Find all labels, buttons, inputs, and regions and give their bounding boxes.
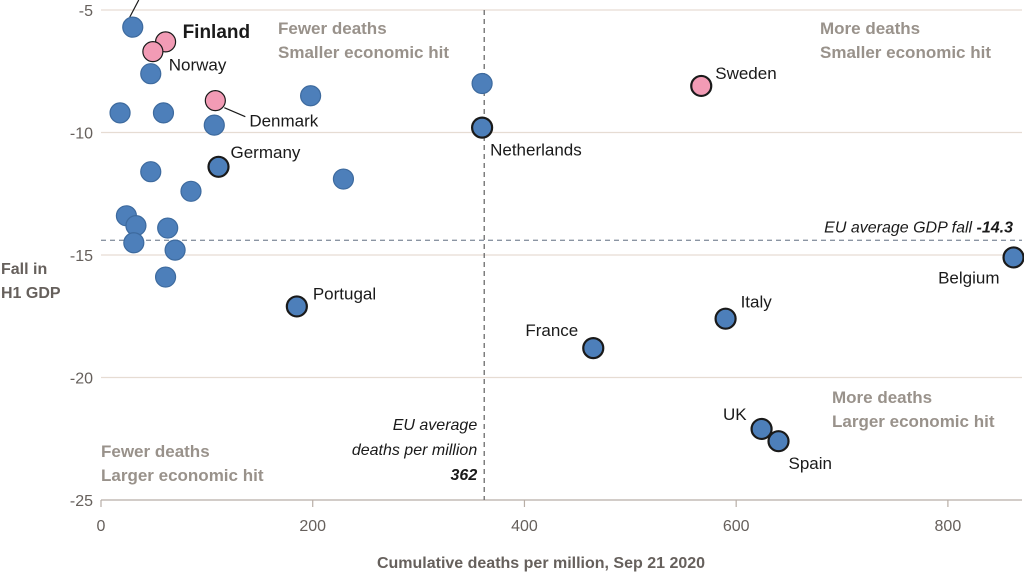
point-label-denmark: Denmark — [249, 112, 318, 131]
point-uk — [750, 417, 773, 441]
data-point — [164, 239, 186, 261]
axes: -5 -10 -15 -20 -250 200 400 600 800 Cumulative de… — [1, 3, 961, 572]
eu-average-gdp-label: EU average GDP fall -14.3 — [824, 219, 1013, 236]
x-axis-title: Cumulative deaths per million, Sep 21 20… — [377, 555, 705, 572]
label-leaders — [129, 0, 246, 118]
gridlines — [101, 9, 1022, 501]
data-point — [142, 41, 164, 63]
y-tick-label: -25 — [70, 493, 93, 510]
x-tick-label: 800 — [935, 518, 962, 535]
point-belgium — [1002, 246, 1024, 269]
eu-average-gdp-value: -14.3 — [977, 219, 1014, 236]
quadrant-label: More deaths — [832, 388, 932, 407]
data-point — [180, 180, 202, 202]
y-tick-label: -15 — [70, 248, 93, 265]
eu-average-deaths-label: deaths per million — [352, 442, 478, 459]
quadrant-label: More deaths — [820, 19, 920, 38]
y-axis-title: H1 GDP — [1, 285, 61, 302]
quadrant-label: Larger economic hit — [101, 466, 264, 485]
quadrant-label: Fewer deaths — [101, 442, 210, 461]
point-denmark — [204, 90, 226, 112]
x-tick-label: 400 — [511, 518, 538, 535]
point-label-italy: Italy — [741, 293, 773, 312]
eu-average-deaths-label: EU average — [393, 417, 478, 434]
offscreen-label-leader-line — [129, 0, 140, 18]
quadrant-label: Fewer deaths — [278, 19, 387, 38]
point-germany — [207, 155, 230, 178]
point-label-sweden: Sweden — [715, 64, 776, 83]
point-label-netherlands: Netherlands — [490, 141, 582, 160]
eu-average-deaths-value: 362 — [451, 467, 478, 484]
point-label-belgium: Belgium — [938, 268, 999, 287]
data-point — [471, 72, 493, 95]
point-label-france: France — [525, 321, 578, 340]
x-tick-label: 600 — [723, 518, 750, 535]
data-point — [203, 114, 225, 136]
point-label-germany: Germany — [231, 143, 301, 162]
y-tick-label: -20 — [70, 371, 93, 388]
point-label-portugal: Portugal — [313, 284, 376, 303]
data-point — [157, 217, 179, 239]
x-tick-label: 0 — [97, 518, 106, 535]
data-point — [300, 85, 322, 107]
data-point — [123, 232, 145, 254]
data-point — [154, 266, 177, 288]
y-axis-title: Fall in — [1, 261, 47, 278]
data-point — [109, 102, 131, 124]
quadrant-label: Larger economic hit — [832, 412, 995, 431]
point-sweden — [690, 74, 713, 98]
data-point — [332, 168, 355, 190]
point-label-uk: UK — [723, 405, 747, 424]
data-points — [109, 16, 1024, 453]
y-tick-label: -5 — [79, 3, 93, 20]
point-france — [582, 337, 605, 360]
eu-average-gdp-text: EU average GDP fall — [824, 219, 976, 236]
y-tick-label: -10 — [70, 126, 93, 143]
denmark-leader-line — [224, 107, 246, 118]
quadrant-label: Smaller economic hit — [278, 43, 449, 62]
point-netherlands — [471, 116, 494, 139]
point-label-spain: Spain — [789, 454, 832, 473]
x-tick-label: 200 — [299, 518, 326, 535]
point-norway — [140, 63, 162, 85]
data-point — [140, 161, 162, 183]
data-point — [122, 16, 144, 38]
point-italy — [714, 307, 737, 330]
point-label-finland: Finland — [183, 22, 251, 43]
quadrant-labels: Fewer deaths Smaller economic hit More dea… — [101, 19, 995, 485]
point-labels: Finland Norway Denmark Sweden Netherlands Ger… — [169, 22, 1000, 473]
point-spain — [767, 430, 790, 453]
quadrant-label: Smaller economic hit — [820, 43, 991, 62]
point-label-norway: Norway — [169, 56, 227, 75]
point-portugal — [285, 295, 308, 318]
data-point — [152, 102, 175, 124]
